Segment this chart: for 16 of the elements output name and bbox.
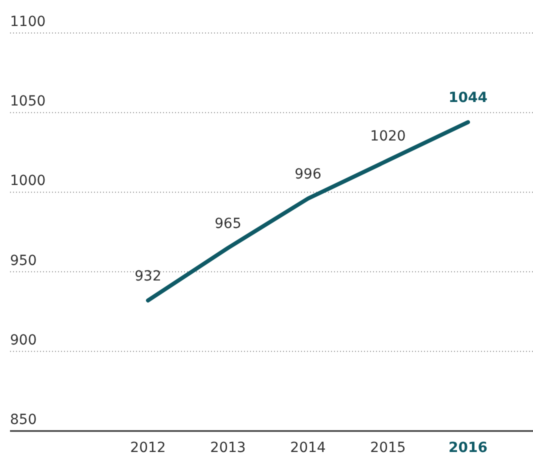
- data-label: 1044: [448, 90, 488, 106]
- x-tick-label: 2014: [290, 440, 326, 454]
- y-tick-label: 850: [10, 412, 37, 428]
- x-tick-label: 2012: [130, 440, 166, 454]
- y-tick-label: 1050: [10, 94, 46, 110]
- y-tick-label: 1100: [10, 14, 46, 30]
- x-tick-label: 2016: [448, 440, 488, 454]
- y-tick-label: 1000: [10, 173, 46, 190]
- data-label: 996: [294, 166, 322, 183]
- y-tick-label: 900: [10, 332, 37, 348]
- x-tick-label: 2015: [370, 440, 406, 454]
- y-tick-label: 950: [10, 252, 37, 269]
- x-tick-label: 2013: [210, 440, 246, 454]
- data-label: 965: [214, 216, 242, 232]
- data-label: 932: [134, 268, 162, 284]
- data-label: 1020: [370, 128, 406, 144]
